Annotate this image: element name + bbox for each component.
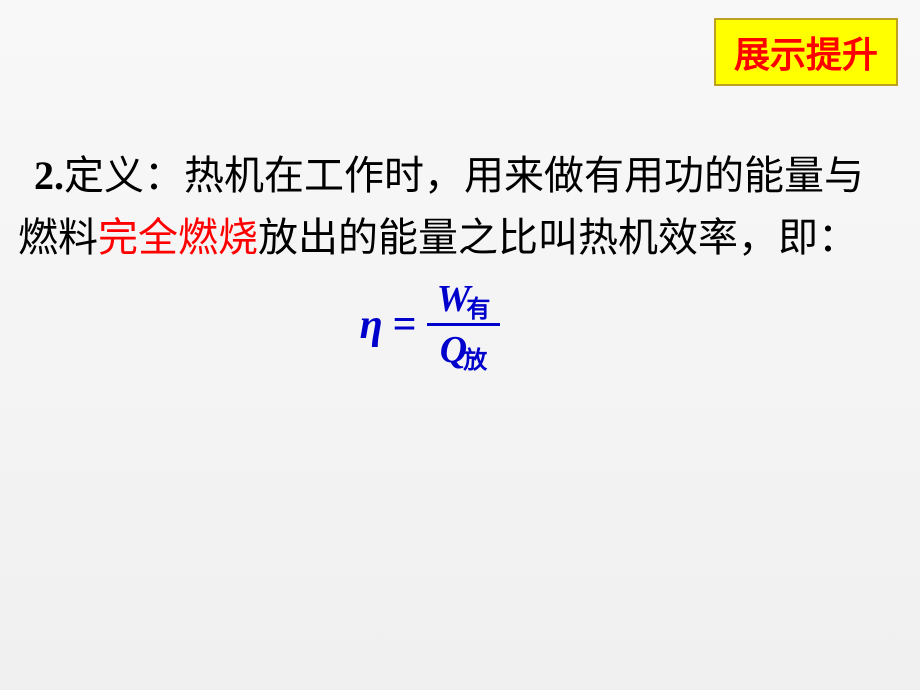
- badge-label: 展示提升: [734, 34, 878, 75]
- numerator-subscript: 有: [466, 289, 490, 324]
- badge-container: 展示提升: [714, 18, 898, 86]
- numerator-variable: W: [437, 277, 471, 321]
- section-number: 2.: [34, 153, 64, 198]
- definition-text: 2.定义：热机在工作时，用来做有用功的能量与燃料完全燃烧放出的能量之比叫热机效率…: [18, 145, 902, 269]
- slide-content: 2.定义：热机在工作时，用来做有用功的能量与燃料完全燃烧放出的能量之比叫热机效率…: [18, 145, 902, 372]
- fraction-denominator: Q放: [430, 326, 497, 372]
- highlight-word: 完全燃烧: [98, 215, 258, 260]
- formula-container: η= W有 Q放: [0, 277, 902, 372]
- equals-sign: =: [393, 301, 417, 349]
- denominator-subscript: 放: [463, 340, 487, 375]
- eta-symbol: η: [360, 301, 383, 349]
- fraction-numerator: W有: [427, 277, 501, 326]
- fraction: W有 Q放: [427, 277, 501, 372]
- definition-suffix: 放出的能量之比叫热机效率，即：: [258, 215, 858, 260]
